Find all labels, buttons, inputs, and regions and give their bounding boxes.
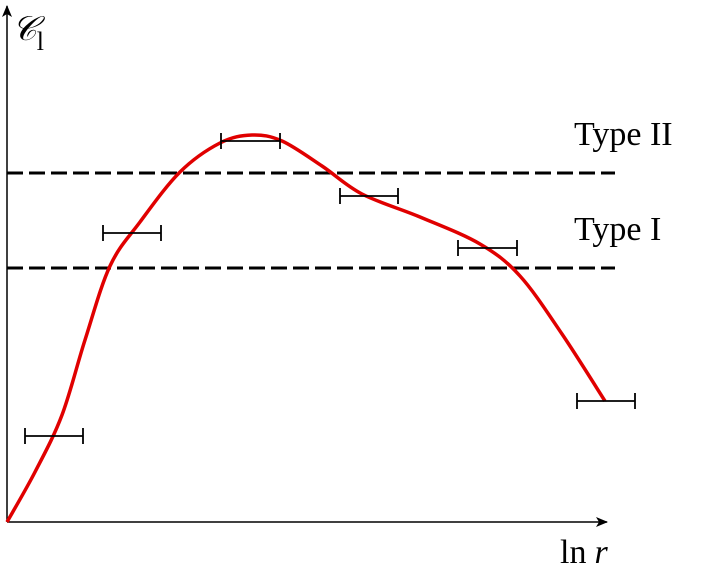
curve <box>5 133 607 523</box>
x-function: ln <box>560 534 586 570</box>
y-subscript: l <box>37 27 44 56</box>
x-variable: r <box>594 534 608 570</box>
threshold-label: Type I <box>574 211 661 248</box>
y-axis-label: 𝒞l <box>12 11 46 56</box>
threshold-label: Type II <box>574 116 673 153</box>
x-axis-label: ln r <box>560 534 608 570</box>
interval-bars <box>24 133 636 444</box>
